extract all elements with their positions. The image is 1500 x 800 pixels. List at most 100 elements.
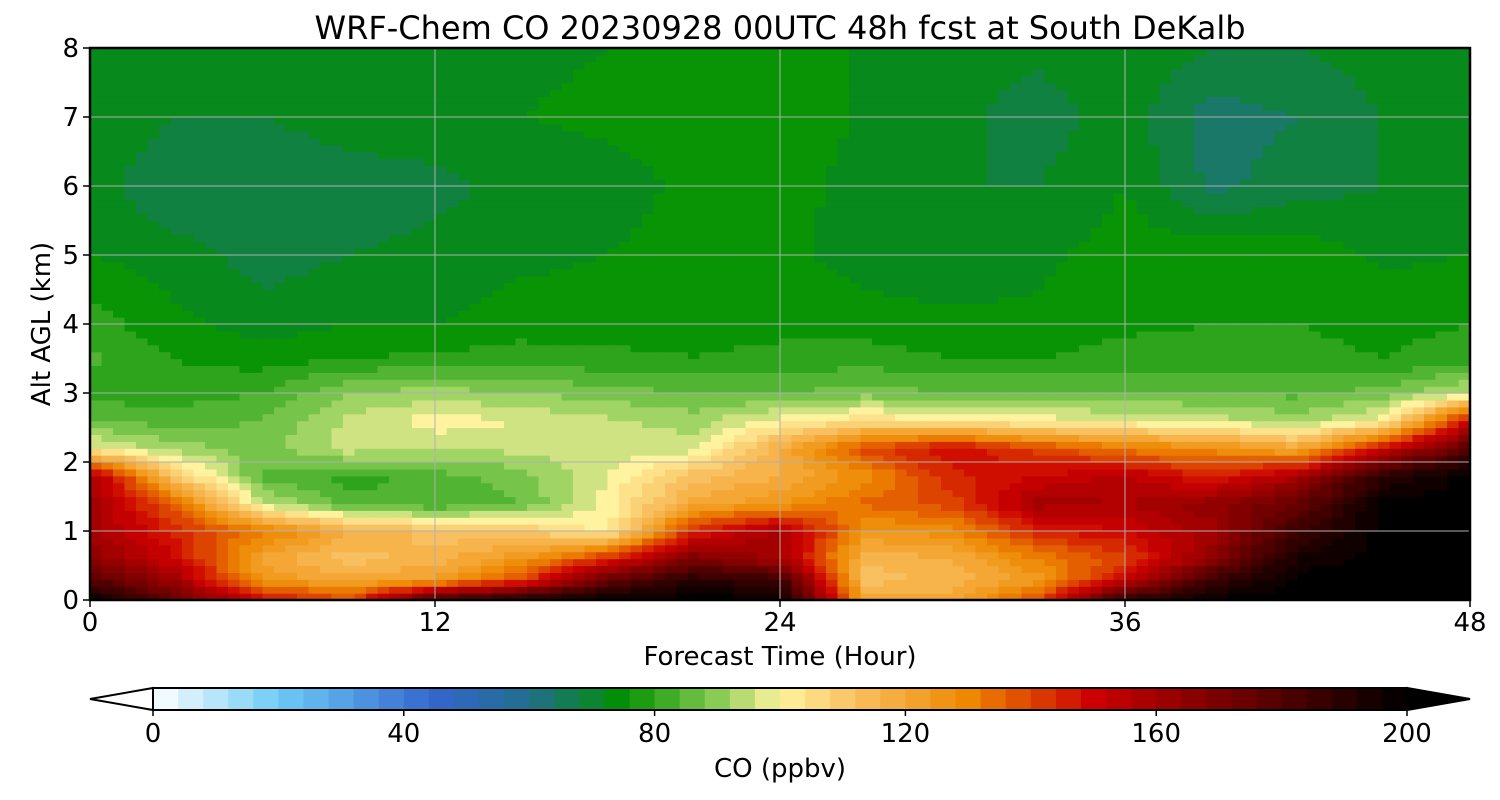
heatmap-cell — [929, 586, 942, 594]
heatmap-cell — [297, 434, 310, 442]
heatmap-cell — [1286, 455, 1299, 463]
heatmap-cell — [1125, 475, 1138, 484]
heatmap-cell — [1251, 558, 1264, 567]
heatmap-cell — [412, 379, 425, 387]
heatmap-cell — [216, 406, 229, 415]
heatmap-cell — [619, 537, 632, 546]
heatmap-cell — [1113, 434, 1126, 442]
heatmap-cell — [1355, 579, 1368, 587]
heatmap-cell — [1378, 420, 1391, 429]
heatmap-cell — [228, 468, 241, 477]
heatmap-cell — [216, 524, 229, 532]
heatmap-cell — [584, 468, 597, 477]
heatmap-cell — [492, 475, 505, 484]
heatmap-cell — [1458, 593, 1471, 601]
heatmap-cell — [757, 558, 770, 567]
heatmap-cell — [481, 468, 494, 477]
heatmap-cell — [331, 503, 344, 511]
heatmap-cell — [1125, 337, 1138, 346]
heatmap-cell — [308, 317, 321, 325]
heatmap-cell — [308, 455, 321, 463]
heatmap-cell — [768, 517, 781, 525]
heatmap-cell — [883, 330, 896, 339]
heatmap-cell — [446, 565, 459, 573]
heatmap-cell — [1320, 351, 1333, 360]
heatmap-cell — [1251, 317, 1264, 325]
heatmap-cell — [527, 393, 540, 401]
heatmap-cell — [159, 344, 172, 353]
heatmap-cell — [1010, 565, 1023, 573]
heatmap-cell — [377, 593, 390, 601]
heatmap-cell — [1240, 413, 1253, 422]
heatmap-cell — [1021, 399, 1034, 408]
heatmap-cell — [814, 572, 827, 580]
heatmap-cell — [952, 399, 965, 408]
heatmap-cell — [1343, 475, 1356, 484]
heatmap-cell — [331, 489, 344, 498]
heatmap-cell — [1182, 593, 1195, 601]
heatmap-cell — [101, 365, 114, 373]
heatmap-cell — [1412, 517, 1425, 525]
heatmap-cell — [1389, 379, 1402, 387]
heatmap-cell — [1240, 337, 1253, 346]
heatmap-cell — [366, 344, 379, 353]
heatmap-cell — [90, 537, 103, 546]
heatmap-cell — [906, 365, 919, 373]
heatmap-cell — [1194, 372, 1207, 380]
heatmap-cell — [228, 448, 241, 456]
heatmap-cell — [941, 544, 954, 553]
heatmap-cell — [803, 586, 816, 594]
heatmap-cell — [1458, 317, 1471, 325]
heatmap-cell — [688, 358, 701, 366]
heatmap-cell — [446, 482, 459, 491]
heatmap-cell — [1297, 344, 1310, 353]
heatmap-cell — [1447, 406, 1460, 415]
heatmap-cell — [1021, 434, 1034, 442]
heatmap-cell — [1309, 358, 1322, 366]
heatmap-cell — [458, 351, 471, 360]
heatmap-cell — [964, 517, 977, 525]
heatmap-cell — [1102, 441, 1115, 449]
heatmap-cell — [1378, 537, 1391, 546]
heatmap-cell — [228, 420, 241, 429]
heatmap-cell — [1366, 448, 1379, 456]
heatmap-cell — [1401, 544, 1414, 553]
heatmap-cell — [814, 324, 827, 332]
heatmap-cell — [412, 496, 425, 504]
heatmap-cell — [423, 517, 436, 525]
heatmap-cell — [1274, 365, 1287, 373]
heatmap-cell — [711, 406, 724, 415]
heatmap-cell — [492, 558, 505, 567]
heatmap-cell — [1447, 365, 1460, 373]
heatmap-cell — [297, 427, 310, 435]
heatmap-cell — [814, 441, 827, 449]
heatmap-cell — [1148, 558, 1161, 567]
heatmap-cell — [1355, 496, 1368, 504]
heatmap-cell — [642, 544, 655, 553]
heatmap-cell — [435, 496, 448, 504]
heatmap-cell — [998, 406, 1011, 415]
heatmap-cell — [1240, 586, 1253, 594]
heatmap-cell — [193, 517, 206, 525]
heatmap-cell — [297, 310, 310, 318]
heatmap-cell — [607, 579, 620, 587]
heatmap-cell — [688, 565, 701, 573]
heatmap-cell — [849, 324, 862, 332]
heatmap-cell — [1458, 579, 1471, 587]
heatmap-cell — [688, 593, 701, 601]
heatmap-cell — [1044, 517, 1057, 525]
heatmap-cell — [561, 379, 574, 387]
heatmap-cell — [1251, 565, 1264, 573]
heatmap-cell — [929, 579, 942, 587]
heatmap-cell — [308, 579, 321, 587]
heatmap-cell — [975, 586, 988, 594]
heatmap-cell — [1194, 330, 1207, 339]
heatmap-cell — [1205, 386, 1218, 394]
heatmap-cell — [1343, 593, 1356, 601]
heatmap-cell — [274, 551, 287, 560]
heatmap-cell — [860, 482, 873, 491]
heatmap-cell — [768, 344, 781, 353]
heatmap-cell — [205, 399, 218, 408]
heatmap-cell — [446, 448, 459, 456]
heatmap-cell — [619, 579, 632, 587]
